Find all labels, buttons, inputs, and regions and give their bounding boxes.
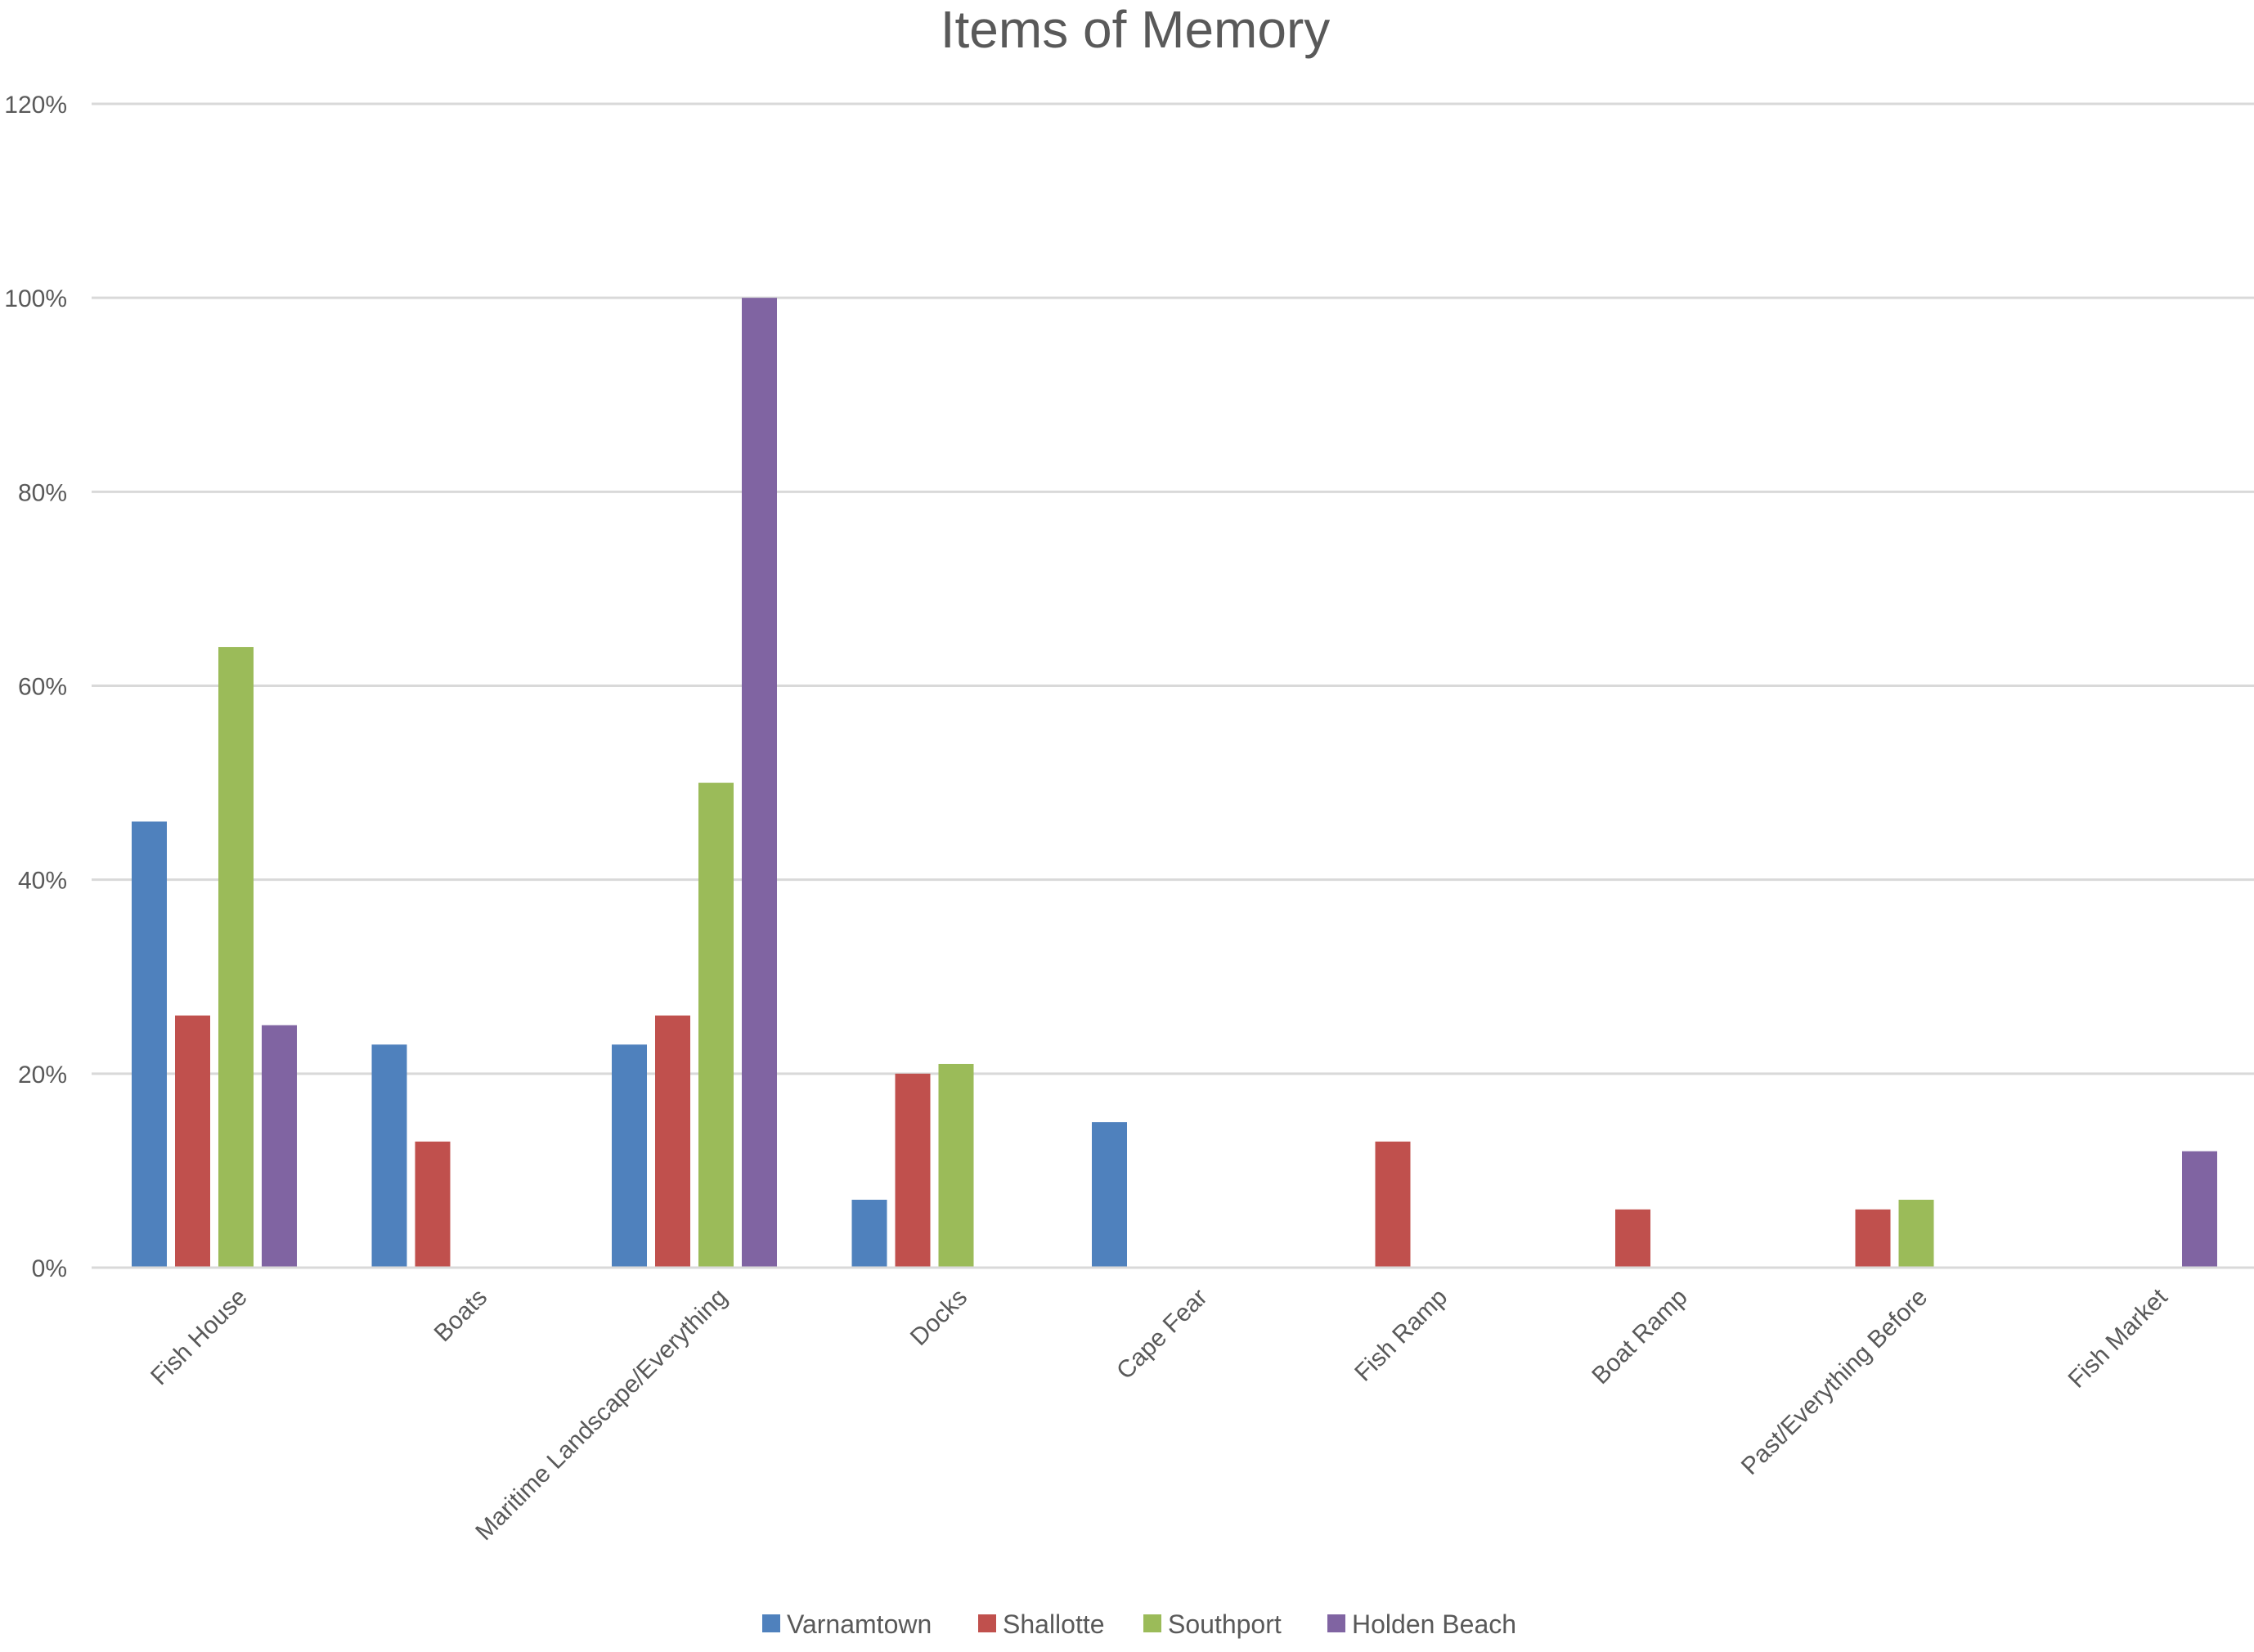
bar-holden-beach-fish-house bbox=[262, 1025, 297, 1268]
x-tick-label: Fish Ramp bbox=[1349, 1284, 1453, 1387]
bar-varnamtown-boats bbox=[371, 1044, 407, 1268]
legend: Varnamtown Shallotte Southport Holden Beach bbox=[762, 1609, 1516, 1639]
gridlines bbox=[92, 102, 2254, 1075]
bar-southport-docks bbox=[938, 1063, 974, 1268]
bar-southport-maritime-landscape-everything bbox=[698, 783, 734, 1268]
bar-shallotte-fish-house bbox=[175, 1015, 210, 1268]
bar-southport-past-everything-before bbox=[1898, 1199, 1934, 1268]
bars bbox=[132, 298, 2217, 1268]
y-tick-label: 0% bbox=[32, 1255, 67, 1282]
x-tick-label: Boat Ramp bbox=[1587, 1284, 1692, 1389]
legend-label: Varnamtown bbox=[787, 1609, 932, 1639]
bar-shallotte-boat-ramp bbox=[1615, 1209, 1650, 1268]
bar-varnamtown-docks bbox=[851, 1199, 887, 1268]
x-tick-label: Past/Everything Before bbox=[1736, 1284, 1933, 1480]
bar-shallotte-docks bbox=[895, 1073, 931, 1268]
legend-label: Shallotte bbox=[1003, 1609, 1105, 1639]
x-tick-label: Boats bbox=[429, 1284, 493, 1348]
x-tick-label: Fish Market bbox=[2063, 1283, 2174, 1394]
y-tick-label: 80% bbox=[18, 479, 67, 506]
bar-holden-beach-fish-market bbox=[2182, 1151, 2217, 1268]
y-tick-label: 60% bbox=[18, 674, 67, 701]
x-tick-label: Maritime Landscape/Everything bbox=[470, 1284, 732, 1546]
legend-swatch bbox=[978, 1614, 996, 1632]
legend-swatch bbox=[1327, 1614, 1345, 1632]
legend-swatch bbox=[762, 1614, 780, 1632]
bar-varnamtown-cape-fear bbox=[1092, 1122, 1127, 1268]
x-tick-label: Docks bbox=[905, 1284, 972, 1351]
legend-swatch bbox=[1143, 1614, 1161, 1632]
x-tick-label: Cape Fear bbox=[1111, 1284, 1213, 1385]
y-tick-label: 40% bbox=[18, 868, 67, 895]
y-axis-tick-labels: 0% 20% 40% 60% 80% 100% 120% bbox=[4, 92, 67, 1282]
bar-shallotte-past-everything-before bbox=[1855, 1209, 1891, 1268]
bar-varnamtown-maritime-landscape-everything bbox=[612, 1044, 647, 1268]
y-tick-label: 120% bbox=[4, 92, 67, 119]
bar-shallotte-maritime-landscape-everything bbox=[655, 1015, 690, 1268]
legend-label: Holden Beach bbox=[1352, 1609, 1516, 1639]
bar-varnamtown-fish-house bbox=[132, 821, 167, 1268]
bar-southport-fish-house bbox=[218, 647, 254, 1268]
bar-shallotte-fish-ramp bbox=[1375, 1141, 1411, 1268]
y-tick-label: 100% bbox=[4, 285, 67, 312]
legend-label: Southport bbox=[1168, 1609, 1282, 1639]
y-tick-label: 20% bbox=[18, 1062, 67, 1089]
bar-shallotte-boats bbox=[415, 1141, 451, 1268]
chart-title: Items of Memory bbox=[941, 0, 1331, 59]
x-tick-label: Fish House bbox=[146, 1284, 253, 1391]
bar-holden-beach-maritime-landscape-everything bbox=[742, 298, 777, 1268]
